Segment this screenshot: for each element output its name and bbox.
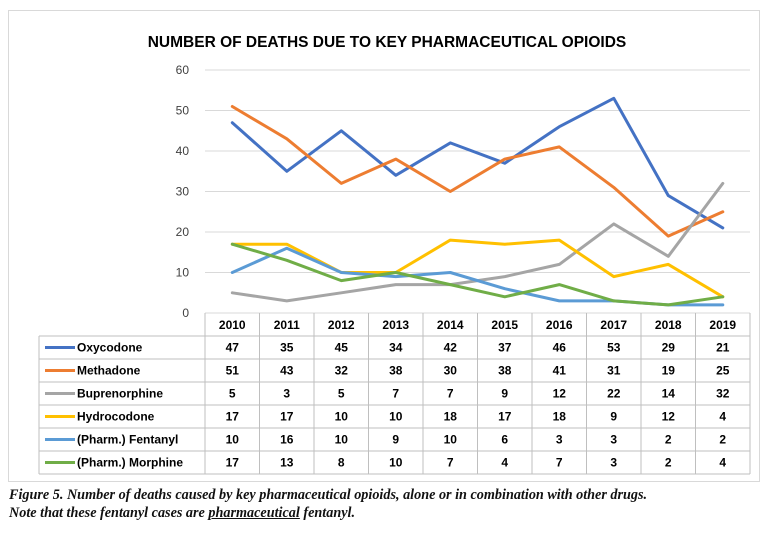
table-value: 10 bbox=[335, 410, 349, 424]
table-value: 10 bbox=[389, 456, 403, 470]
table-value: 43 bbox=[280, 364, 294, 378]
table-value: 3 bbox=[283, 387, 290, 401]
x-tick-label: 2015 bbox=[491, 318, 518, 332]
table-value: 31 bbox=[607, 364, 621, 378]
table-value: 7 bbox=[447, 387, 454, 401]
x-tick-label: 2017 bbox=[600, 318, 627, 332]
series-line-oxycodone bbox=[230, 96, 725, 230]
table-value: 32 bbox=[716, 387, 730, 401]
chart-frame: NUMBER OF DEATHS DUE TO KEY PHARMACEUTIC… bbox=[8, 10, 760, 482]
figure-caption-note: Note that these fentanyl cases are pharm… bbox=[9, 504, 759, 522]
table-value: 10 bbox=[444, 433, 458, 447]
series-line-hydrocodone bbox=[230, 238, 725, 299]
table-value: 45 bbox=[335, 341, 349, 355]
table-value: 3 bbox=[556, 433, 563, 447]
table-value: 35 bbox=[280, 341, 294, 355]
chart: NUMBER OF DEATHS DUE TO KEY PHARMACEUTIC… bbox=[38, 34, 751, 475]
legend-label: Hydrocodone bbox=[77, 410, 155, 424]
table-value: 10 bbox=[335, 433, 349, 447]
table-value: 13 bbox=[280, 456, 294, 470]
table-value: 47 bbox=[226, 341, 240, 355]
legend-label: Oxycodone bbox=[77, 341, 143, 355]
caption-line-2-underlined: pharmaceutical bbox=[208, 505, 300, 521]
table-value: 17 bbox=[498, 410, 512, 424]
table-value: 29 bbox=[662, 341, 676, 355]
caption-line-2-prefix: Note that these fentanyl cases are bbox=[9, 505, 209, 521]
table-value: 18 bbox=[444, 410, 458, 424]
table-value: 4 bbox=[501, 456, 508, 470]
table-value: 19 bbox=[662, 364, 676, 378]
y-tick-label: 20 bbox=[176, 225, 190, 239]
table-value: 2 bbox=[665, 433, 672, 447]
y-tick-label: 40 bbox=[176, 144, 190, 158]
legend-label: Methadone bbox=[77, 364, 141, 378]
chart-title: NUMBER OF DEATHS DUE TO KEY PHARMACEUTIC… bbox=[148, 34, 627, 51]
table-value: 30 bbox=[444, 364, 458, 378]
figure-caption: Figure 5. Number of deaths caused by key… bbox=[9, 486, 759, 504]
table-value: 38 bbox=[498, 364, 512, 378]
table-value: 12 bbox=[662, 410, 676, 424]
table-value: 9 bbox=[392, 433, 399, 447]
table-value: 7 bbox=[556, 456, 563, 470]
y-tick-label: 0 bbox=[182, 306, 189, 320]
table-value: 5 bbox=[338, 387, 345, 401]
table-value: 10 bbox=[389, 410, 403, 424]
series-line-pharm-fentanyl bbox=[230, 246, 725, 307]
table-value: 10 bbox=[226, 433, 240, 447]
table-value: 25 bbox=[716, 364, 730, 378]
table-value: 6 bbox=[501, 433, 508, 447]
table-value: 9 bbox=[610, 410, 617, 424]
table-value: 38 bbox=[389, 364, 403, 378]
table-value: 14 bbox=[662, 387, 676, 401]
table-value: 17 bbox=[226, 456, 240, 470]
table-value: 41 bbox=[553, 364, 567, 378]
table-value: 3 bbox=[610, 456, 617, 470]
x-tick-label: 2018 bbox=[655, 318, 682, 332]
x-tick-label: 2012 bbox=[328, 318, 355, 332]
table-value: 34 bbox=[389, 341, 403, 355]
y-tick-label: 60 bbox=[176, 63, 190, 77]
table-value: 4 bbox=[719, 410, 726, 424]
series-line-pharm-morphine bbox=[230, 242, 725, 307]
table-value: 7 bbox=[392, 387, 399, 401]
table-value: 4 bbox=[719, 456, 726, 470]
legend-label: Buprenorphine bbox=[77, 387, 163, 401]
table-value: 37 bbox=[498, 341, 512, 355]
table-value: 17 bbox=[280, 410, 294, 424]
x-tick-label: 2019 bbox=[709, 318, 736, 332]
series-line-methadone bbox=[230, 105, 725, 238]
table-value: 5 bbox=[229, 387, 236, 401]
caption-line-1: Figure 5. Number of deaths caused by key… bbox=[9, 487, 648, 503]
x-tick-label: 2010 bbox=[219, 318, 246, 332]
x-tick-label: 2016 bbox=[546, 318, 573, 332]
table-value: 42 bbox=[444, 341, 458, 355]
table-value: 16 bbox=[280, 433, 294, 447]
table-value: 12 bbox=[553, 387, 567, 401]
x-tick-label: 2011 bbox=[274, 318, 300, 332]
table-value: 17 bbox=[226, 410, 240, 424]
y-tick-label: 10 bbox=[176, 266, 190, 280]
table-value: 2 bbox=[665, 456, 672, 470]
table-value: 18 bbox=[553, 410, 567, 424]
caption-line-2-suffix: fentanyl. bbox=[299, 505, 356, 521]
table-value: 51 bbox=[226, 364, 240, 378]
table-value: 2 bbox=[719, 433, 726, 447]
table-value: 21 bbox=[716, 341, 730, 355]
y-tick-label: 50 bbox=[176, 104, 190, 118]
table-value: 9 bbox=[501, 387, 508, 401]
table-value: 22 bbox=[607, 387, 621, 401]
legend-label: (Pharm.) Fentanyl bbox=[77, 433, 178, 447]
table-value: 3 bbox=[610, 433, 617, 447]
x-tick-label: 2013 bbox=[382, 318, 409, 332]
y-tick-label: 30 bbox=[176, 185, 190, 199]
legend-label: (Pharm.) Morphine bbox=[77, 456, 183, 470]
table-value: 8 bbox=[338, 456, 345, 470]
table-value: 32 bbox=[335, 364, 349, 378]
table-value: 7 bbox=[447, 456, 454, 470]
table-value: 46 bbox=[553, 341, 567, 355]
x-tick-label: 2014 bbox=[437, 318, 464, 332]
table-value: 53 bbox=[607, 341, 621, 355]
